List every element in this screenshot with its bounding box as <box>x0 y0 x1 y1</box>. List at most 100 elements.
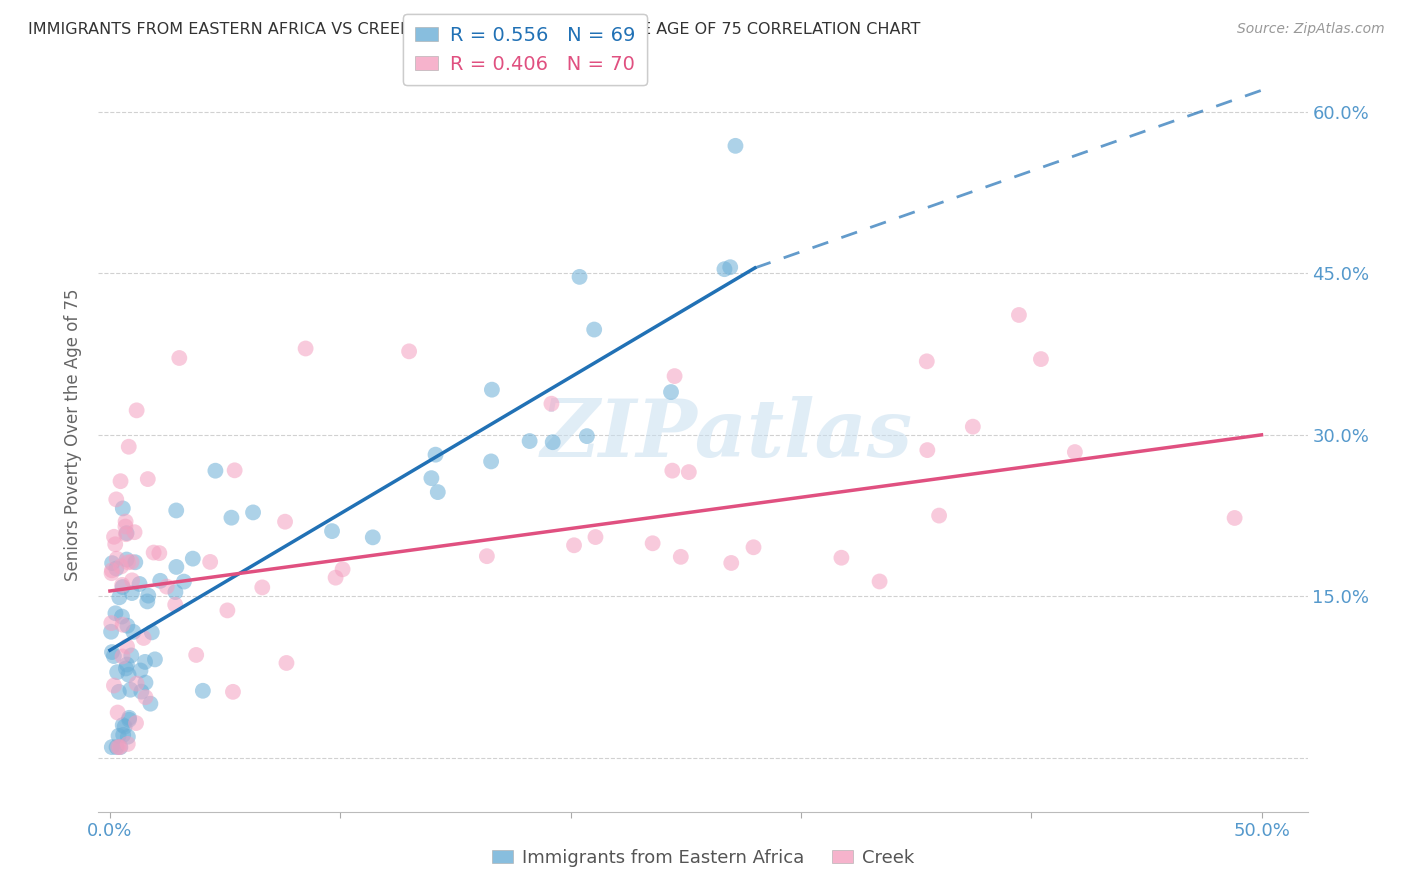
Point <box>585 530 607 544</box>
Point <box>325 571 347 585</box>
Point <box>107 740 129 755</box>
Point <box>165 503 187 517</box>
Point <box>114 519 136 533</box>
Point <box>115 661 138 675</box>
Point <box>169 351 191 365</box>
Point <box>321 524 343 538</box>
Point <box>129 664 152 678</box>
Point <box>420 471 443 485</box>
Point <box>928 508 950 523</box>
Point <box>720 556 742 570</box>
Point <box>962 419 984 434</box>
Point <box>111 578 134 592</box>
Point <box>100 624 122 639</box>
Point <box>111 501 134 516</box>
Point <box>122 624 145 639</box>
Point <box>115 552 138 566</box>
Point <box>125 716 148 731</box>
Point <box>479 454 502 468</box>
Point <box>540 397 562 411</box>
Point <box>117 667 139 681</box>
Y-axis label: Seniors Poverty Over the Age of 75: Seniors Poverty Over the Age of 75 <box>65 289 83 581</box>
Point <box>1223 511 1246 525</box>
Point <box>110 474 132 488</box>
Point <box>664 369 686 384</box>
Point <box>108 591 131 605</box>
Point <box>111 718 134 732</box>
Point <box>165 598 187 612</box>
Point <box>541 435 564 450</box>
Point <box>107 706 129 720</box>
Point <box>132 631 155 645</box>
Point <box>117 737 139 751</box>
Point <box>276 656 298 670</box>
Point <box>118 440 141 454</box>
Point <box>115 640 138 654</box>
Point <box>869 574 891 589</box>
Point <box>332 562 354 576</box>
Point <box>111 617 134 632</box>
Point <box>104 537 127 551</box>
Point <box>105 551 128 566</box>
Point <box>398 344 420 359</box>
Point <box>100 566 122 581</box>
Point <box>101 556 124 570</box>
Point <box>105 740 128 755</box>
Point <box>117 618 139 632</box>
Point <box>1029 352 1052 367</box>
Point <box>108 685 131 699</box>
Point <box>204 464 226 478</box>
Point <box>100 616 122 631</box>
Point <box>221 510 243 524</box>
Text: Source: ZipAtlas.com: Source: ZipAtlas.com <box>1237 22 1385 37</box>
Point <box>120 682 142 697</box>
Point <box>575 429 598 443</box>
Point <box>165 560 187 574</box>
Point <box>121 574 143 588</box>
Point <box>148 546 170 560</box>
Point <box>139 697 162 711</box>
Point <box>641 536 664 550</box>
Point <box>425 448 447 462</box>
Point <box>830 550 852 565</box>
Point <box>125 676 148 690</box>
Point <box>121 555 143 569</box>
Point <box>181 551 204 566</box>
Point <box>117 555 139 569</box>
Point <box>661 464 683 478</box>
Point <box>114 720 136 734</box>
Point <box>724 138 747 153</box>
Point <box>198 555 221 569</box>
Point <box>222 685 245 699</box>
Point <box>111 649 134 664</box>
Point <box>191 683 214 698</box>
Point <box>105 492 128 507</box>
Point <box>426 485 449 500</box>
Point <box>125 403 148 417</box>
Point <box>117 730 139 744</box>
Point <box>136 589 159 603</box>
Point <box>101 645 124 659</box>
Point <box>101 563 124 577</box>
Point <box>101 740 124 755</box>
Point <box>104 606 127 620</box>
Point <box>475 549 498 564</box>
Point <box>568 269 591 284</box>
Point <box>105 561 128 575</box>
Point <box>118 713 141 727</box>
Point <box>562 538 585 552</box>
Point <box>114 515 136 529</box>
Point <box>112 728 135 742</box>
Point <box>124 525 146 540</box>
Point <box>242 505 264 519</box>
Point <box>111 609 134 624</box>
Point <box>131 684 153 698</box>
Point <box>1008 308 1031 322</box>
Point <box>120 648 142 663</box>
Point <box>136 594 159 608</box>
Point <box>173 574 195 589</box>
Point <box>149 574 172 588</box>
Point <box>718 260 741 275</box>
Point <box>217 603 239 617</box>
Point <box>583 322 606 336</box>
